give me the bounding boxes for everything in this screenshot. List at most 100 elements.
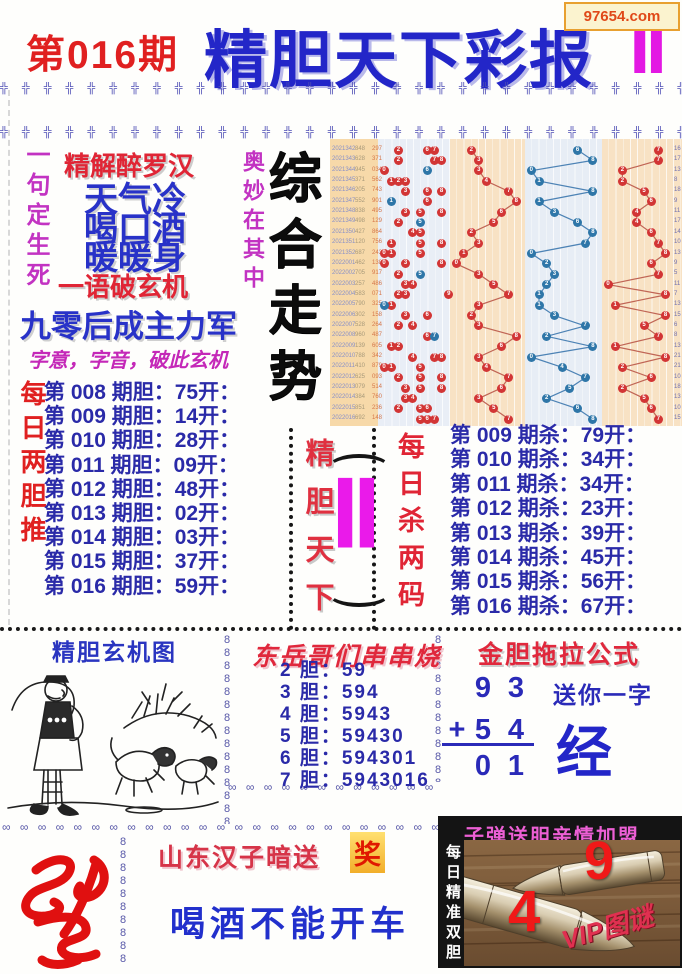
chart-dot-blue: 8 bbox=[588, 414, 598, 424]
dan-list: 第 008 期胆：75开：第 009 期胆：14开：第 010 期胆：28开：第… bbox=[44, 381, 294, 599]
chart-dot-red: 7 bbox=[653, 238, 663, 248]
chart-dot-blue: 3 bbox=[549, 207, 559, 217]
chart-dot-blue: 8 bbox=[588, 155, 598, 165]
chart-dot-red: 2 bbox=[466, 228, 476, 238]
chart-c-n1: 528 bbox=[355, 321, 366, 328]
dan-row: 第 010 期胆：28开： bbox=[44, 429, 241, 453]
chart-c-n1: 851 bbox=[355, 404, 366, 411]
chart-dot-red: 6 bbox=[496, 342, 506, 352]
chart-dot-blue: 8 bbox=[588, 228, 598, 238]
chart-c-n1: 302 bbox=[355, 311, 366, 318]
chart-dot-red: 1 bbox=[386, 249, 396, 258]
chart-dot-blue: 4 bbox=[557, 362, 567, 372]
chart-c-lab: 2022009 bbox=[332, 342, 356, 349]
chart-dot-red: 2 bbox=[393, 145, 403, 155]
chart-dot-red: 3 bbox=[474, 155, 484, 165]
chart-c-r: 15 bbox=[674, 415, 681, 422]
dan-row: 第 008 期胆：75开： bbox=[44, 381, 241, 404]
chart-dot-red: 7 bbox=[653, 414, 663, 424]
sha-row: 第 012 期杀：23开： bbox=[450, 497, 647, 521]
dan-row: 第 016 期胆：59开： bbox=[44, 574, 241, 598]
chart-dot-blue: 5 bbox=[415, 269, 425, 279]
chart-dot-red: 8 bbox=[661, 249, 671, 258]
chart-dot-red: 5 bbox=[489, 217, 499, 227]
chart-dot-red: 0 bbox=[379, 259, 389, 269]
chart-dot-blue: 8 bbox=[588, 342, 598, 352]
chart-dot-blue: 8 bbox=[588, 186, 598, 196]
chart-dot-red: 4 bbox=[481, 176, 491, 186]
chart-dot-blue: 6 bbox=[573, 217, 582, 227]
chart-c-r: 13 bbox=[674, 394, 681, 401]
center-box-border-left bbox=[289, 428, 293, 630]
chart-c-n1: 079 bbox=[355, 384, 366, 391]
chart-c-n2: 605 bbox=[372, 342, 383, 349]
mystery-box-title: 精胆玄机图 bbox=[52, 639, 177, 665]
chart-c-lab: 2021349 bbox=[332, 218, 356, 225]
chart-dot-red: 2 bbox=[393, 404, 403, 414]
chart-c-n2: 138 bbox=[372, 259, 383, 266]
chart-dot-red: 1 bbox=[386, 238, 396, 248]
chart-dot-red: 2 bbox=[393, 176, 403, 186]
chart-c-n1: 687 bbox=[355, 249, 366, 256]
chart-c-n1: 120 bbox=[355, 239, 366, 246]
chart-c-r: 13 bbox=[674, 249, 681, 256]
chart-c-n2: 864 bbox=[372, 228, 383, 235]
chart-dot-red: 7 bbox=[653, 155, 663, 165]
chart-dot-red: 3 bbox=[474, 269, 484, 279]
chart-c-lab: 2022015 bbox=[332, 404, 356, 411]
chart-dot-red: 7 bbox=[653, 269, 663, 279]
chart-c-r: 18 bbox=[674, 384, 681, 391]
chart-c-lab: 2022003 bbox=[332, 280, 356, 287]
chart-dot-red: 9 bbox=[444, 290, 454, 300]
chain-border-bottom: ∞ ∞ ∞ ∞ ∞ ∞ ∞ ∞ ∞ ∞ ∞ ∞ ∞ ∞ ∞ ∞ ∞ ∞ ∞ ∞ … bbox=[2, 820, 438, 834]
bullet-panel-vertical-text: 每日精准双胆 bbox=[444, 844, 461, 964]
chart-c-n1: 427 bbox=[355, 228, 366, 235]
chart-c-lab: 2021351 bbox=[332, 239, 356, 246]
chart-c-n1: 692 bbox=[355, 415, 366, 422]
chart-dot-red: 4 bbox=[632, 217, 642, 227]
website-badge[interactable]: 97654.com bbox=[564, 2, 680, 31]
chart-title: 综合走势 bbox=[261, 150, 320, 414]
chart-dot-red: 6 bbox=[422, 186, 432, 196]
chart-c-n1: 583 bbox=[355, 290, 366, 297]
chart-dot-blue: 0 bbox=[526, 249, 536, 258]
chuan-row: 5 胆：59430 bbox=[280, 726, 405, 747]
chart-dot-red: 4 bbox=[632, 207, 642, 217]
chart-dot-red: 7 bbox=[429, 414, 439, 424]
bullets-image bbox=[464, 840, 680, 966]
chart-c-r: 10 bbox=[674, 239, 681, 246]
chart-dot-blue: 2 bbox=[542, 259, 552, 269]
chart-c-r: 10 bbox=[674, 373, 681, 380]
chart-c-lab: 2022011 bbox=[332, 363, 355, 370]
chart-dot-red: 2 bbox=[466, 145, 476, 155]
sha-list: 第 009 期杀：79开：第 010 期杀：34开：第 011 期杀：34开：第… bbox=[450, 424, 680, 619]
issue-number: 第016期 bbox=[26, 34, 180, 77]
chart-dot-red: 6 bbox=[646, 373, 656, 383]
chain-border-right: 8 8 8 8 8 8 8 8 8 8 8 8 bbox=[434, 634, 442, 782]
chart-dot-red: 2 bbox=[617, 362, 627, 372]
chart-dot-blue: 7 bbox=[429, 331, 439, 341]
chuan-row: 7 胆：5943016 bbox=[280, 770, 430, 791]
chart-dot-red: 2 bbox=[393, 342, 403, 352]
vertical-slogan-left: 一句定生死 bbox=[22, 142, 49, 292]
chart-c-r: 14 bbox=[674, 228, 681, 235]
chart-dot-blue: 3 bbox=[549, 311, 559, 321]
chart-dot-red: 2 bbox=[393, 321, 403, 331]
chart-c-n2: 325 bbox=[372, 301, 383, 308]
chain-border-chuan-bottom: ∞ ∞ ∞ ∞ ∞ ∞ ∞ ∞ ∞ ∞ ∞ ∞ ∞ ∞ ∞ ∞ bbox=[228, 780, 436, 794]
chart-dot-red: 0 bbox=[379, 249, 389, 258]
formula-result-digit: 1 bbox=[507, 750, 525, 782]
chart-c-r: 17 bbox=[674, 156, 681, 163]
chart-dot-blue: 6 bbox=[573, 404, 582, 414]
page-title: 精胆天下彩报 bbox=[204, 26, 594, 96]
chart-dot-blue: 7 bbox=[580, 373, 590, 383]
bullet-number-bottom: 4 bbox=[508, 879, 541, 944]
chart-c-lab: 2021348 bbox=[332, 208, 356, 215]
poem-line-3: 暖暖身 bbox=[84, 239, 186, 277]
formula-digit: 9 bbox=[474, 672, 492, 704]
chart-dot-red: 1 bbox=[386, 300, 396, 310]
formula-digit: 5 bbox=[474, 714, 492, 746]
chart-c-lab: 2021347 bbox=[332, 197, 356, 204]
chart-dot-red: 7 bbox=[429, 352, 439, 362]
chart-dot-red: 0 bbox=[379, 166, 389, 176]
